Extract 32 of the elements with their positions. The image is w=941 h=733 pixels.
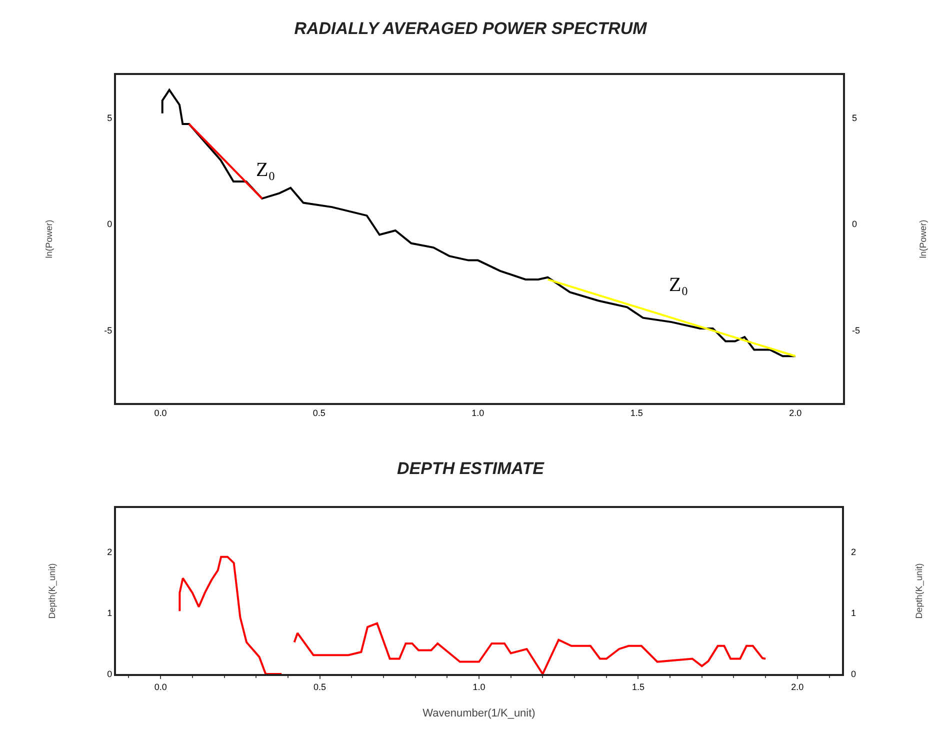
x-axis-title: Wavenumber(1/K_unit) [422, 708, 536, 720]
y-tick-label: -5 [104, 326, 112, 336]
y2-tick-label: 5 [852, 112, 858, 123]
annotation: Z₀ [669, 274, 688, 296]
x-tick-label: 2.0 [789, 408, 802, 418]
x-tick-label: 1.0 [472, 682, 486, 692]
chart-title: RADIALLY AVERAGED POWER SPECTRUM [294, 18, 648, 38]
y2-tick-label: 0 [851, 669, 856, 680]
y-tick-label: 0 [107, 669, 112, 680]
x-tick-label: 1.0 [472, 408, 484, 418]
annotation: Z₀ [256, 159, 276, 181]
y2-axis-title: ln(Power) [918, 220, 928, 258]
x-tick-label: 1.5 [632, 682, 644, 692]
y-tick-label: 5 [107, 112, 112, 123]
y-axis-title: Depth(K_unit) [47, 563, 58, 619]
x-tick-label: 0.0 [154, 682, 167, 692]
chart-title: DEPTH ESTIMATE [396, 458, 545, 478]
y2-tick-label: -5 [852, 326, 860, 336]
x-tick-label: 0.5 [312, 408, 326, 418]
y-tick-label: 0 [107, 219, 112, 230]
y-tick-label: 2 [107, 547, 112, 558]
y-tick-label: 1 [107, 608, 112, 618]
x-tick-label: 0.5 [314, 682, 326, 692]
y2-tick-label: 2 [851, 547, 856, 558]
x-tick-label: 0.0 [154, 408, 167, 418]
line-series [161, 88, 796, 358]
x-tick-label: 1.5 [630, 408, 643, 418]
y2-tick-label: 0 [852, 219, 858, 230]
y2-tick-label: 1 [851, 608, 856, 618]
y2-axis-title: Depth(K_unit) [914, 563, 924, 619]
y-axis-title: ln(Power) [44, 220, 54, 258]
x-tick-label: 2.0 [791, 682, 804, 692]
